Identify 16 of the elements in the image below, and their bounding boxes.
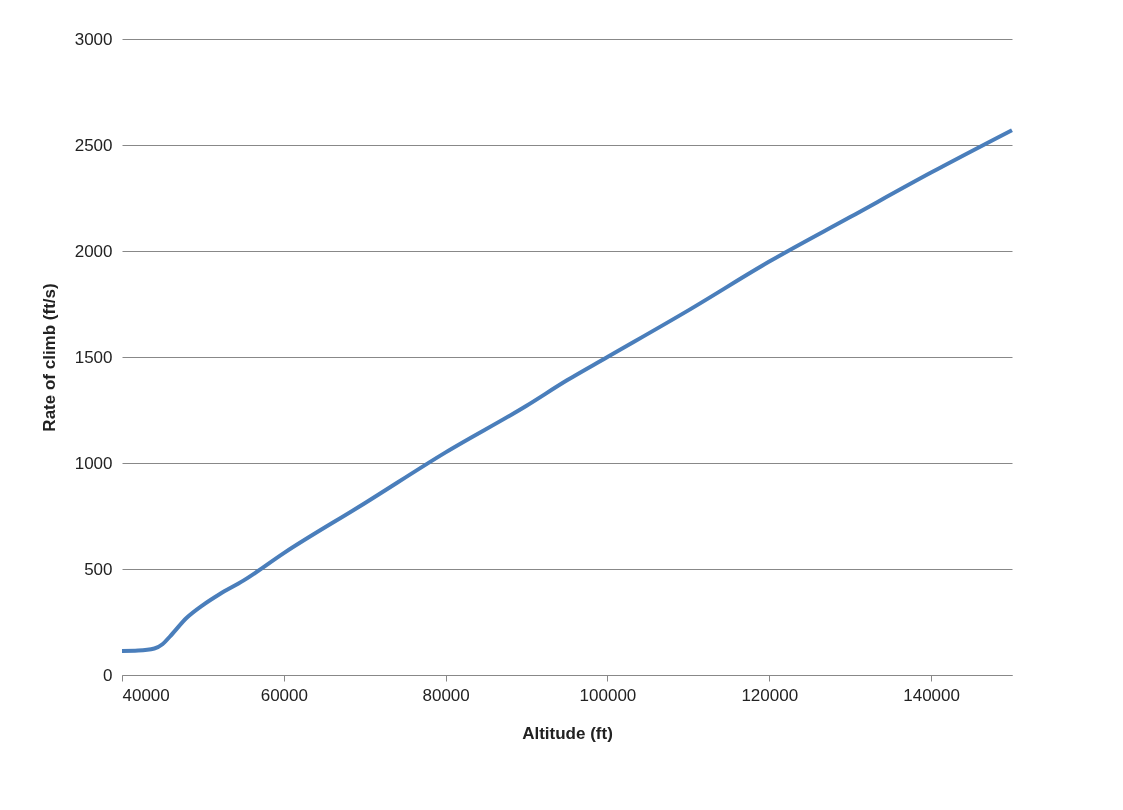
y-axis-title: Rate of climb (ft/s) [39, 283, 59, 432]
y-tick-label: 500 [84, 559, 113, 579]
x-axis-title: Altitude (ft) [522, 723, 613, 743]
x-tick-label: 100000 [579, 685, 637, 705]
x-tick-label: 60000 [260, 685, 308, 705]
y-tick-label: 0 [103, 665, 113, 685]
x-tick-label: 40000 [122, 685, 170, 705]
x-tick-label: 120000 [741, 685, 799, 705]
y-tick-label: 2000 [74, 241, 113, 261]
x-tick-label: 80000 [422, 685, 470, 705]
line-series [120, 128, 1014, 654]
y-tick-label: 3000 [74, 29, 113, 49]
y-tick-label: 1500 [74, 347, 113, 367]
y-tick-label: 1000 [74, 453, 113, 473]
y-tick-label: 2500 [74, 135, 113, 155]
x-tick-label: 140000 [903, 685, 960, 705]
